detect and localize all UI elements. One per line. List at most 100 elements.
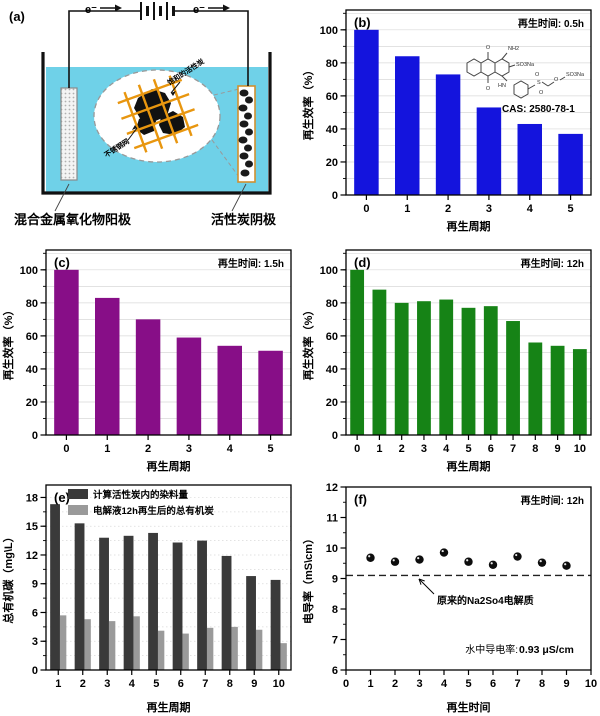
svg-text:8: 8 xyxy=(227,678,233,690)
svg-text:O: O xyxy=(554,77,559,83)
svg-text:10: 10 xyxy=(326,543,338,555)
svg-text:电导率（mS\cm）: 电导率（mS\cm） xyxy=(301,533,315,624)
svg-text:3: 3 xyxy=(104,678,110,690)
svg-text:7: 7 xyxy=(202,678,208,690)
bar-chart-regeneration-1.5h: 0 20 40 60 80 100 0 1 2 3 4 5 再生周期 再生效率（%） (c) 再生时间: 1.… xyxy=(1,249,292,473)
svg-text:(f): (f) xyxy=(354,492,367,507)
panel-b-chart: 0 20 40 60 80 100 0 1 2 3 4 5 再生周期 再生效率（%） (b) 再生时间: 0.… xyxy=(300,0,600,235)
svg-text:80: 80 xyxy=(326,298,338,310)
svg-text:6: 6 xyxy=(488,443,494,455)
panel-c-chart: 0 20 40 60 80 100 0 1 2 3 4 5 再生周期 再生效率（%） (c) 再生时间: 1.… xyxy=(0,240,300,475)
svg-text:(c): (c) xyxy=(54,255,70,270)
svg-text:0: 0 xyxy=(363,203,369,215)
anode-label: 混合金属氧化物阳极 xyxy=(14,212,132,227)
svg-text:电解液12h再生后的总有机炭: 电解液12h再生后的总有机炭 xyxy=(93,505,214,517)
svg-text:9: 9 xyxy=(563,678,569,690)
svg-text:10: 10 xyxy=(574,443,586,455)
svg-text:100: 100 xyxy=(320,25,338,37)
electron-label-right: e⁻ xyxy=(193,4,205,16)
svg-text:9: 9 xyxy=(332,574,338,586)
electron-arrow-right-icon xyxy=(223,4,230,12)
cas-number: CAS: 2580-78-1 xyxy=(502,104,575,115)
svg-text:3: 3 xyxy=(32,636,38,648)
svg-text:6: 6 xyxy=(178,678,184,690)
svg-text:2: 2 xyxy=(445,203,451,215)
panel-a-electrolysis-diagram: 饱和的活性炭 不锈钢网 xyxy=(0,0,300,235)
svg-text:4: 4 xyxy=(129,678,136,690)
svg-text:15: 15 xyxy=(26,521,38,533)
svg-text:5: 5 xyxy=(465,678,471,690)
svg-text:60: 60 xyxy=(26,331,38,343)
svg-text:(b): (b) xyxy=(354,15,371,30)
bar-chart-regeneration-12h: 0 20 40 60 80 100 0 1 2 3 4 5 6 7 8 9 10 再生周期 再生效率（%） (d) 再生… xyxy=(301,249,592,473)
svg-text:再生时间: 1.5h: 再生时间: 1.5h xyxy=(218,257,284,270)
svg-text:8: 8 xyxy=(332,604,338,616)
panel-a-label: (a) xyxy=(9,9,25,24)
svg-text:11: 11 xyxy=(326,513,338,525)
svg-text:9: 9 xyxy=(32,579,38,591)
svg-text:再生时间: 12h: 再生时间: 12h xyxy=(521,494,584,507)
bar-chart-regeneration-0.5h: 0 20 40 60 80 100 0 1 2 3 4 5 再生周期 再生效率（%） (b) 再生时间: 0.… xyxy=(301,9,592,233)
svg-text:0: 0 xyxy=(354,443,360,455)
svg-text:水中导电率:: 水中导电率: xyxy=(465,643,518,656)
cathode-label: 活性炭阴极 xyxy=(211,212,277,227)
svg-text:5: 5 xyxy=(153,678,159,690)
svg-text:40: 40 xyxy=(326,124,338,136)
svg-text:4: 4 xyxy=(527,203,534,215)
dye-molecule-structure: O O NH2 SO3Na HN S O O O SO3Na xyxy=(466,45,585,99)
svg-text:O: O xyxy=(539,90,544,96)
svg-text:4: 4 xyxy=(441,678,448,690)
svg-text:12: 12 xyxy=(326,482,338,494)
svg-text:8: 8 xyxy=(539,678,545,690)
svg-text:20: 20 xyxy=(326,397,338,409)
svg-text:再生时间: 再生时间 xyxy=(447,700,491,714)
svg-text:1: 1 xyxy=(55,678,61,690)
svg-text:1: 1 xyxy=(104,443,110,455)
electrolysis-cell-diagram: 饱和的活性炭 不锈钢网 xyxy=(9,2,277,227)
svg-text:4: 4 xyxy=(227,443,234,455)
svg-text:9: 9 xyxy=(555,443,561,455)
svg-text:4: 4 xyxy=(443,443,450,455)
svg-text:O: O xyxy=(486,45,491,51)
panel-d-chart: 0 20 40 60 80 100 0 1 2 3 4 5 6 7 8 9 10 再生周期 再生效率（%） (d) 再生… xyxy=(300,240,600,475)
svg-text:0: 0 xyxy=(63,443,69,455)
svg-text:7: 7 xyxy=(514,678,520,690)
svg-text:1: 1 xyxy=(367,678,373,690)
svg-text:10: 10 xyxy=(273,678,285,690)
svg-text:0: 0 xyxy=(332,430,338,442)
svg-text:3: 3 xyxy=(486,203,492,215)
svg-text:NH2: NH2 xyxy=(508,46,519,52)
svg-text:0.93 μS/cm: 0.93 μS/cm xyxy=(519,644,574,656)
battery-icon xyxy=(140,2,175,20)
svg-text:18: 18 xyxy=(26,492,38,504)
svg-text:3: 3 xyxy=(421,443,427,455)
svg-text:100: 100 xyxy=(320,265,338,277)
svg-text:5: 5 xyxy=(568,203,574,215)
svg-text:2: 2 xyxy=(80,678,86,690)
svg-text:0: 0 xyxy=(343,678,349,690)
svg-text:7: 7 xyxy=(510,443,516,455)
cathode-electrode xyxy=(237,85,256,183)
svg-text:10: 10 xyxy=(585,678,597,690)
svg-text:SO3Na: SO3Na xyxy=(566,72,585,78)
svg-text:O: O xyxy=(486,86,491,92)
svg-text:(d): (d) xyxy=(354,255,371,270)
svg-text:12: 12 xyxy=(26,550,38,562)
svg-text:60: 60 xyxy=(326,331,338,343)
svg-text:总有机碳（mg\L）: 总有机碳（mg\L） xyxy=(1,531,15,623)
svg-text:S: S xyxy=(537,80,541,86)
svg-text:0: 0 xyxy=(32,665,38,677)
svg-text:(e): (e) xyxy=(54,490,70,505)
svg-text:3: 3 xyxy=(186,443,192,455)
svg-text:5: 5 xyxy=(465,443,471,455)
electron-label-left: e⁻ xyxy=(85,4,97,16)
svg-text:40: 40 xyxy=(26,364,38,376)
svg-text:3: 3 xyxy=(416,678,422,690)
circuit-wires xyxy=(68,10,249,88)
svg-text:再生周期: 再生周期 xyxy=(147,700,191,714)
svg-text:80: 80 xyxy=(326,58,338,70)
svg-text:20: 20 xyxy=(26,397,38,409)
svg-text:再生周期: 再生周期 xyxy=(447,459,491,473)
saturated-carbon-callout: 饱和的活性炭 不锈钢网 xyxy=(93,57,240,178)
